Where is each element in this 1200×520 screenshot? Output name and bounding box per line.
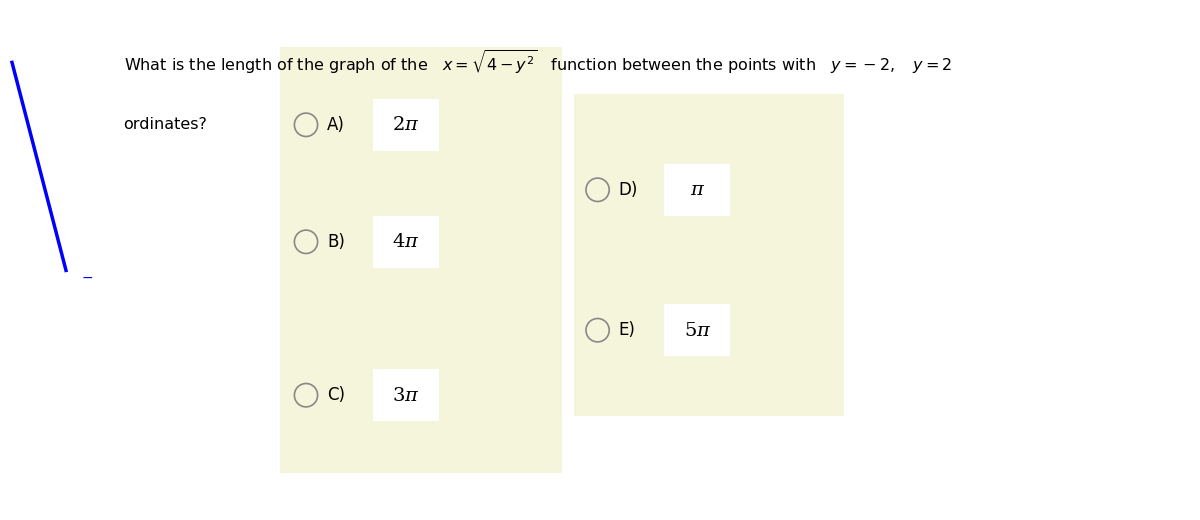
Bar <box>373 369 439 421</box>
Text: B): B) <box>328 233 346 251</box>
Text: A): A) <box>328 116 346 134</box>
Text: $2π$: $2π$ <box>392 115 420 134</box>
Text: $3π$: $3π$ <box>392 386 420 405</box>
Bar <box>665 164 731 216</box>
Text: −: − <box>82 271 94 285</box>
Bar <box>280 47 562 473</box>
Text: $4π$: $4π$ <box>392 232 420 251</box>
Text: E): E) <box>619 321 636 339</box>
Bar <box>373 99 439 151</box>
Text: $5π$: $5π$ <box>684 321 712 340</box>
Text: C): C) <box>328 386 346 404</box>
Text: ordinates?: ordinates? <box>124 118 208 132</box>
Bar <box>574 94 844 416</box>
Bar <box>665 304 731 356</box>
Bar <box>373 216 439 268</box>
Text: What is the length of the graph of the   $x = \sqrt{4-y^2}$   function between t: What is the length of the graph of the $… <box>124 48 952 76</box>
Text: $π$: $π$ <box>690 180 706 199</box>
Text: D): D) <box>619 181 638 199</box>
